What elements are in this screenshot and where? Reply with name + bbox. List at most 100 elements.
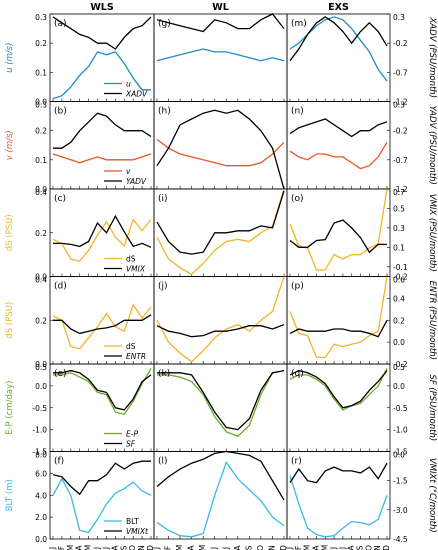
series-line-left bbox=[289, 276, 388, 359]
series-line-left bbox=[52, 477, 152, 534]
left-tick-label: 4.0 bbox=[35, 491, 47, 500]
right-tick-label: -1.5 bbox=[393, 477, 408, 486]
month-tick-label: J bbox=[93, 547, 102, 550]
column-title: EXS bbox=[328, 2, 349, 13]
left-axis-label: v (m/s) bbox=[5, 130, 15, 160]
panel-label: (l) bbox=[158, 457, 168, 467]
panel-frame bbox=[286, 451, 391, 540]
right-tick-label: 0.7 bbox=[393, 188, 405, 197]
series-line-right bbox=[156, 13, 285, 33]
panel-label: (f) bbox=[54, 457, 64, 467]
left-axis-label: dS (PSU) bbox=[5, 214, 15, 251]
series-line-left bbox=[156, 138, 285, 167]
month-tick-label: J bbox=[210, 547, 219, 550]
right-tick-label: 0.6 bbox=[393, 276, 405, 285]
right-tick-label: -1.0 bbox=[393, 426, 408, 435]
series-line-left bbox=[289, 188, 388, 271]
legend-label: dS bbox=[126, 255, 136, 264]
month-tick-label: J bbox=[329, 547, 338, 550]
right-tick-label: -0.7 bbox=[393, 68, 408, 77]
series-line-left bbox=[52, 303, 152, 350]
month-tick-label: A bbox=[110, 545, 119, 550]
right-tick-label: -0.1 bbox=[393, 263, 408, 272]
month-tick-label: O bbox=[364, 545, 373, 550]
panel-frame bbox=[153, 13, 288, 102]
left-tick-label: 6.0 bbox=[35, 469, 47, 478]
series-line-left bbox=[52, 153, 152, 164]
right-tick-label: 0.5 bbox=[393, 204, 405, 213]
right-tick-label: 0.3 bbox=[393, 224, 405, 233]
left-tick-label: -0.5 bbox=[32, 404, 47, 413]
legend-label: v bbox=[126, 167, 131, 176]
right-tick-label: 0.2 bbox=[393, 316, 405, 325]
panel-frame bbox=[153, 101, 288, 190]
right-axis-label: VMIX (PSU/month) bbox=[427, 194, 437, 272]
right-tick-label: -0.2 bbox=[393, 360, 408, 369]
left-tick-label: 8.0 bbox=[35, 451, 47, 460]
month-tick-label: A bbox=[187, 545, 196, 550]
month-tick-label: N bbox=[137, 545, 146, 550]
left-tick-label: 0.2 bbox=[35, 39, 47, 48]
left-axis-label: BLT (m) bbox=[5, 479, 15, 511]
panel-label: (h) bbox=[158, 107, 171, 117]
series-line-left bbox=[53, 368, 152, 416]
month-tick-label: J bbox=[152, 547, 161, 550]
legend-label: XADV bbox=[125, 90, 148, 99]
left-tick-label: -1.0 bbox=[32, 426, 47, 435]
month-tick-label: A bbox=[347, 545, 356, 550]
month-tick-label: J bbox=[48, 547, 57, 550]
right-tick-label: 0.4 bbox=[393, 294, 405, 303]
series-line-left bbox=[157, 369, 285, 437]
panel-label: (k) bbox=[158, 369, 170, 379]
panel-label: (c) bbox=[54, 194, 66, 204]
series-line-right bbox=[289, 118, 388, 138]
month-tick-label: M bbox=[320, 545, 329, 550]
right-tick-label: -0.2 bbox=[393, 273, 408, 282]
panel-frame bbox=[153, 451, 288, 540]
right-tick-label: 0.0 bbox=[393, 382, 405, 391]
panel-label: (e) bbox=[54, 369, 67, 379]
right-tick-label: -0.7 bbox=[393, 156, 408, 165]
month-tick-label: M bbox=[66, 545, 75, 550]
month-tick-label: J bbox=[221, 547, 230, 550]
month-tick-label: J bbox=[338, 547, 347, 550]
right-axis-label: ENTR (PSU/month) bbox=[427, 281, 437, 360]
series-line-right bbox=[289, 319, 388, 338]
series-line-left bbox=[289, 475, 388, 538]
series-line-left bbox=[156, 460, 285, 538]
legend-label: E-P bbox=[126, 430, 138, 439]
panel-label: (d) bbox=[54, 282, 67, 292]
panel-label: (q) bbox=[291, 369, 304, 379]
left-tick-label: 0.1 bbox=[35, 156, 47, 165]
series-line-left bbox=[156, 48, 285, 62]
panel-label: (n) bbox=[291, 107, 304, 117]
left-tick-label: 0.1 bbox=[35, 68, 47, 77]
series-line-right bbox=[157, 369, 285, 431]
month-tick-label: O bbox=[128, 545, 137, 550]
series-line-left bbox=[156, 276, 285, 363]
month-tick-label: J bbox=[285, 547, 294, 550]
series-line-left bbox=[289, 368, 388, 411]
left-tick-label: 0.3 bbox=[35, 101, 47, 110]
left-tick-label: -1.5 bbox=[32, 448, 47, 457]
panel-label: (a) bbox=[54, 19, 67, 29]
right-tick-label: -0.2 bbox=[393, 39, 408, 48]
month-tick-label: D bbox=[382, 545, 391, 550]
series-line-right bbox=[156, 109, 285, 190]
right-tick-label: -1.2 bbox=[393, 98, 408, 107]
panel-label: (g) bbox=[158, 19, 171, 29]
series-line-left bbox=[156, 188, 285, 276]
right-tick-label: -1.5 bbox=[393, 448, 408, 457]
panel-label: (o) bbox=[291, 194, 304, 204]
month-tick-label: S bbox=[244, 545, 253, 550]
series-line-right bbox=[53, 214, 152, 248]
right-tick-label: -1.2 bbox=[393, 185, 408, 194]
panel-label: (i) bbox=[158, 194, 168, 204]
series-line-right bbox=[52, 16, 152, 50]
left-axis-label: E-P (cm/day) bbox=[5, 381, 15, 435]
left-tick-label: 0.0 bbox=[35, 535, 47, 544]
column-title: WLS bbox=[90, 2, 114, 13]
month-tick-label: M bbox=[198, 545, 207, 550]
panel-label: (b) bbox=[54, 107, 67, 117]
series-line-left bbox=[289, 141, 388, 170]
